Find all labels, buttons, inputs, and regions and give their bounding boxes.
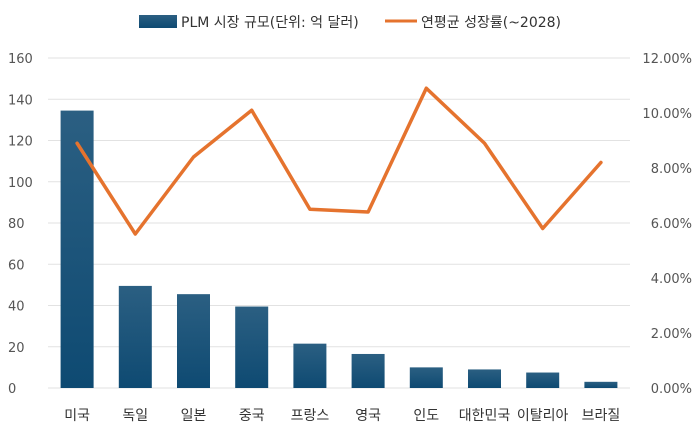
line-series: [75, 86, 603, 236]
category-label: 중국: [239, 408, 265, 424]
bar: [584, 381, 618, 388]
bar: [177, 294, 210, 388]
left-tick-label: 160: [8, 52, 33, 67]
left-tick-label: 0: [8, 382, 16, 397]
right-tick-label: 6.00%: [651, 217, 692, 232]
category-label: 이탈리아: [517, 408, 569, 424]
legend-bar-swatch: [139, 15, 177, 28]
category-label: 영국: [355, 408, 381, 424]
right-tick-label: 0.00%: [651, 382, 692, 397]
category-label: 일본: [181, 408, 207, 424]
legend-line-label: 연평균 성장률(~2028): [421, 15, 561, 31]
right-tick-label: 8.00%: [651, 162, 692, 177]
bar: [293, 343, 327, 388]
category-axis: 미국 독일 일본 중국 프랑스 영국 인도 대한민국 이탈리아 브라질: [64, 408, 620, 424]
left-tick-label: 120: [8, 135, 33, 150]
right-tick-label: 12.00%: [642, 52, 692, 67]
left-tick-label: 80: [8, 217, 25, 232]
left-tick-label: 60: [8, 258, 25, 273]
right-axis: 0.00% 2.00% 4.00% 6.00% 8.00% 10.00% 12.00%: [642, 52, 692, 397]
left-tick-label: 20: [8, 341, 25, 356]
right-tick-label: 4.00%: [651, 272, 692, 287]
bar: [526, 372, 560, 388]
bar: [468, 369, 501, 388]
left-tick-label: 40: [8, 300, 25, 315]
left-tick-label: 140: [8, 93, 33, 108]
bar: [235, 306, 269, 388]
right-tick-label: 2.00%: [651, 327, 692, 342]
legend: PLM 시장 규모(단위: 억 달러) 연평균 성장률(~2028): [139, 15, 561, 31]
category-label: 미국: [64, 408, 90, 424]
right-tick-label: 10.00%: [642, 107, 692, 122]
legend-bar-label: PLM 시장 규모(단위: 억 달러): [181, 15, 359, 31]
growth-line: [75, 86, 603, 236]
bar: [351, 353, 385, 388]
bar-series: [60, 110, 618, 388]
category-label: 대한민국: [459, 408, 511, 424]
category-label: 독일: [122, 408, 148, 424]
bar: [60, 110, 94, 388]
category-label: 프랑스: [291, 408, 330, 424]
left-axis: 0 20 40 60 80 100 120 140 160: [8, 52, 33, 397]
bar: [409, 367, 443, 388]
left-tick-label: 100: [8, 176, 33, 191]
category-label: 인도: [413, 408, 439, 424]
category-label: 브라질: [582, 408, 621, 424]
bar: [118, 285, 152, 388]
